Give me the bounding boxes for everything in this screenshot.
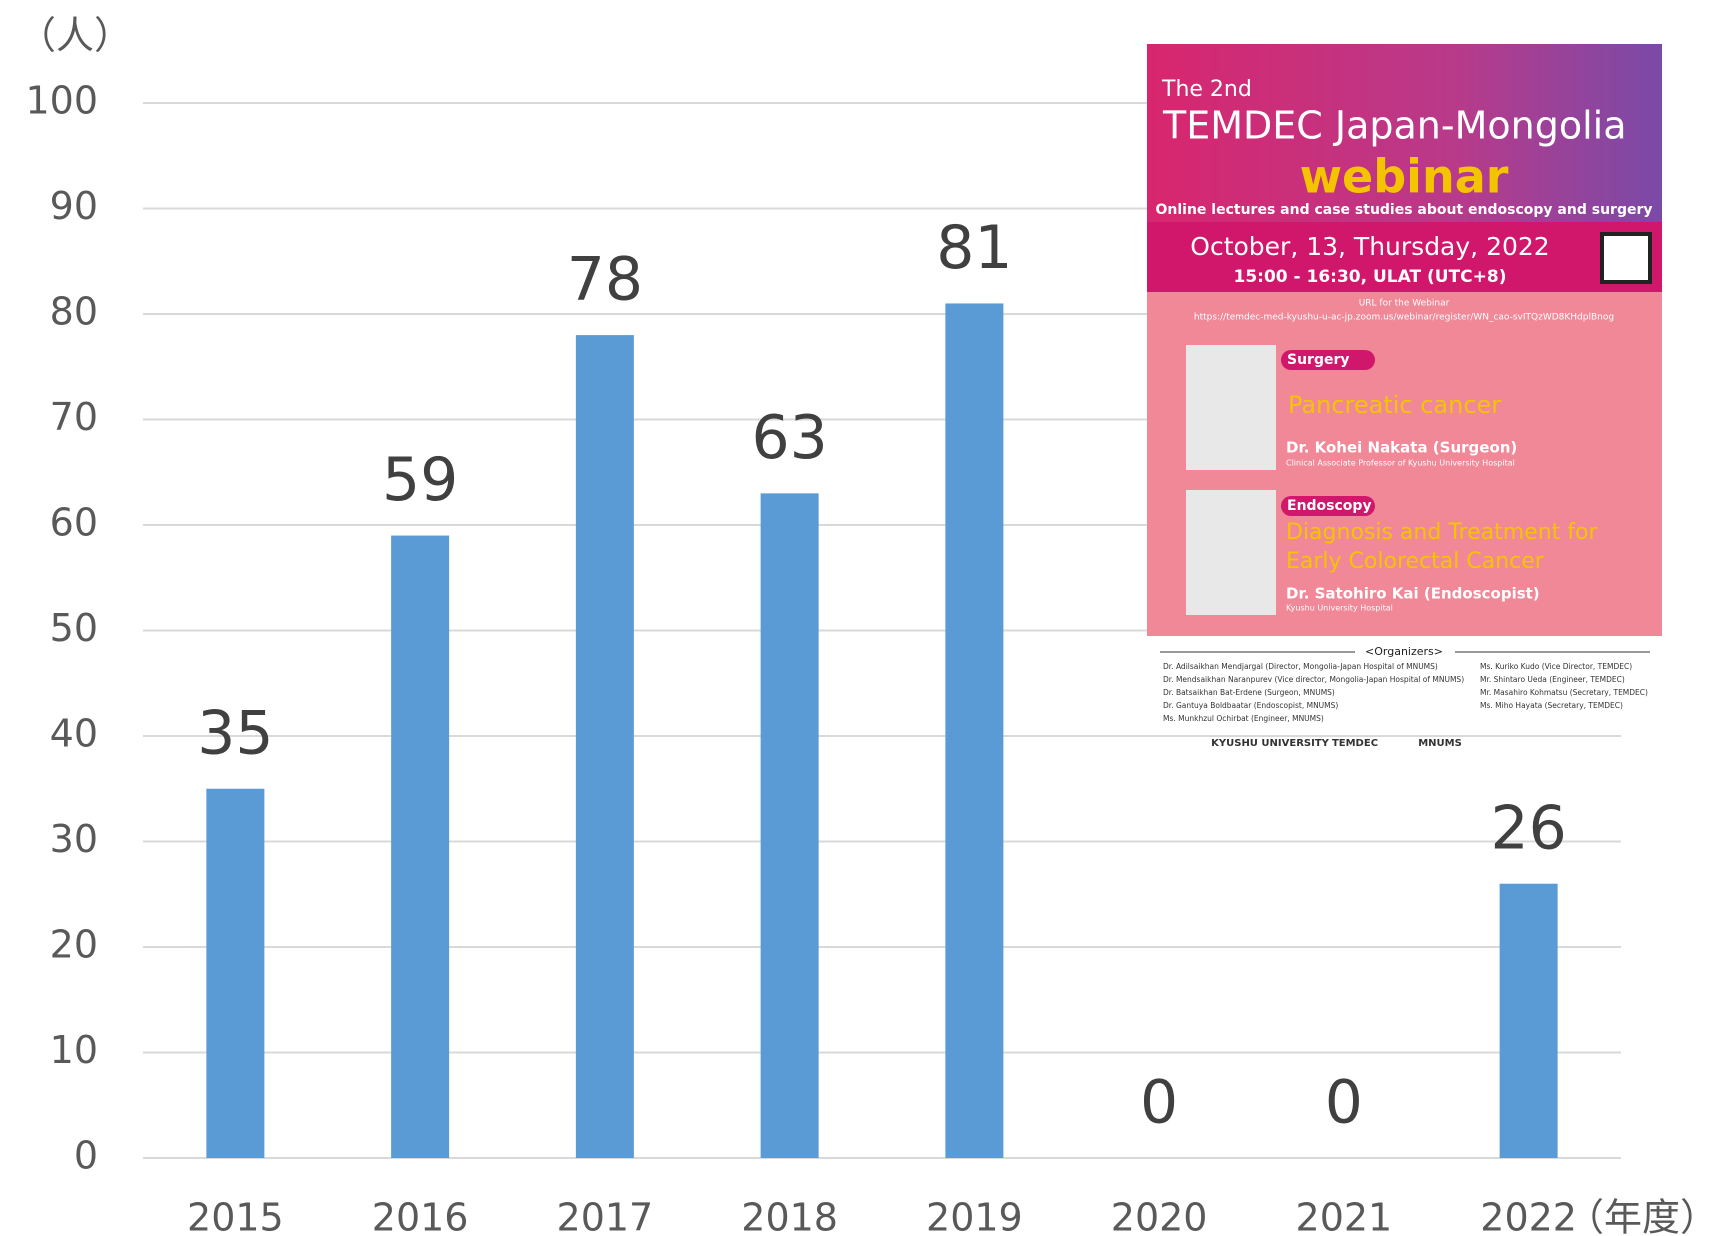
bar <box>1500 884 1558 1158</box>
y-tick-label: 10 <box>50 1028 98 1072</box>
bar <box>206 789 264 1158</box>
poster-subtitle: Online lectures and case studies about e… <box>1156 202 1653 218</box>
poster-date: October, 13, Thursday, 2022 <box>1190 232 1549 261</box>
talk-field: Surgery <box>1287 352 1350 368</box>
y-tick-label: 90 <box>50 184 98 228</box>
organizer: Dr. Adilsaikhan Mendjargal (Director, Mo… <box>1163 662 1438 671</box>
talk-topic-box: Diagnosis and Treatment for Early Colore… <box>1286 518 1656 580</box>
talk-topic: Diagnosis and Treatment for Early Colore… <box>1286 518 1656 576</box>
organizer: Dr. Mendsaikhan Naranpurev (Vice directo… <box>1163 675 1464 684</box>
organizer: Ms. Miho Hayata (Secretary, TEMDEC) <box>1480 701 1623 710</box>
talk-speaker: Dr. Kohei Nakata (Surgeon) <box>1286 439 1517 457</box>
bar <box>576 335 634 1158</box>
y-axis-label: （人） <box>18 14 132 58</box>
speaker-photo <box>1186 345 1276 470</box>
y-tick-label: 30 <box>50 817 98 861</box>
y-tick-label: 50 <box>50 606 98 650</box>
poster: The 2nd TEMDEC Japan-Mongolia webinar On… <box>1147 44 1662 749</box>
y-tick-label: 80 <box>50 290 98 334</box>
poster-edition: The 2nd <box>1161 77 1252 102</box>
logo: MNUMS <box>1418 738 1462 749</box>
y-tick-label: 100 <box>25 79 98 123</box>
x-tick-label: 2016 <box>372 1196 469 1236</box>
y-tick-label: 20 <box>50 923 98 967</box>
talk-speaker: Dr. Satohiro Kai (Endoscopist) <box>1286 585 1540 603</box>
organizer: Mr. Masahiro Kohmatsu (Secretary, TEMDEC… <box>1480 688 1648 697</box>
x-tick-label: 2019 <box>926 1196 1023 1236</box>
value-label: 0 <box>1140 1068 1178 1138</box>
poster-url-heading: URL for the Webinar <box>1359 299 1450 309</box>
page: （人） （年度） The 2nd TEMDEC Japan-Mongolia w… <box>0 0 1720 1236</box>
x-tick-label: 2017 <box>557 1196 654 1236</box>
poster-event: webinar <box>1300 150 1509 204</box>
value-label: 59 <box>382 445 458 515</box>
value-label: 81 <box>936 213 1012 283</box>
bar <box>391 536 449 1158</box>
logo: KYUSHU UNIVERSITY <box>1211 738 1330 749</box>
talk-field: Endoscopy <box>1287 498 1372 514</box>
talk-affiliation: Kyushu University Hospital <box>1286 604 1393 613</box>
x-tick-label: 2020 <box>1111 1196 1208 1236</box>
organizers-heading: <Organizers> <box>1365 645 1443 658</box>
bar <box>761 493 819 1158</box>
x-tick-label: 2021 <box>1296 1196 1393 1236</box>
chart: （人） （年度） The 2nd TEMDEC Japan-Mongolia w… <box>0 0 1720 1236</box>
qr-code <box>1602 234 1650 282</box>
y-tick-label: 70 <box>50 395 98 439</box>
value-label: 78 <box>567 245 643 315</box>
logo: TEMDEC <box>1332 738 1378 749</box>
value-label: 63 <box>751 403 827 473</box>
organizer: Dr. Batsaikhan Bat-Erdene (Surgeon, MNUM… <box>1163 688 1335 697</box>
poster-title: TEMDEC Japan-Mongolia <box>1162 104 1626 148</box>
speaker-photo <box>1186 490 1276 615</box>
x-tick-label: 2018 <box>741 1196 838 1236</box>
organizer: Mr. Shintaro Ueda (Engineer, TEMDEC) <box>1480 675 1625 684</box>
talk-affiliation: Clinical Associate Professor of Kyushu U… <box>1286 459 1515 468</box>
poster-url: https://temdec-med-kyushu-u-ac-jp.zoom.u… <box>1194 313 1614 323</box>
value-label: 26 <box>1490 793 1566 863</box>
organizer: Ms. Munkhzul Ochirbat (Engineer, MNUMS) <box>1163 714 1324 723</box>
x-tick-label: 2015 <box>187 1196 284 1236</box>
poster-time: 15:00 - 16:30, ULAT (UTC+8) <box>1234 267 1507 287</box>
organizer: Ms. Kuriko Kudo (Vice Director, TEMDEC) <box>1480 662 1632 671</box>
value-label: 0 <box>1325 1068 1363 1138</box>
y-tick-label: 60 <box>50 501 98 545</box>
value-label: 35 <box>197 698 273 768</box>
talk-topic: Pancreatic cancer <box>1288 391 1501 419</box>
bar <box>945 303 1003 1158</box>
x-tick-label: 2022 <box>1480 1196 1577 1236</box>
y-tick-label: 40 <box>50 712 98 756</box>
organizer: Dr. Gantuya Boldbaatar (Endoscopist, MNU… <box>1163 701 1338 710</box>
y-tick-label: 0 <box>74 1134 98 1178</box>
x-axis-label: （年度） <box>1566 1196 1718 1236</box>
